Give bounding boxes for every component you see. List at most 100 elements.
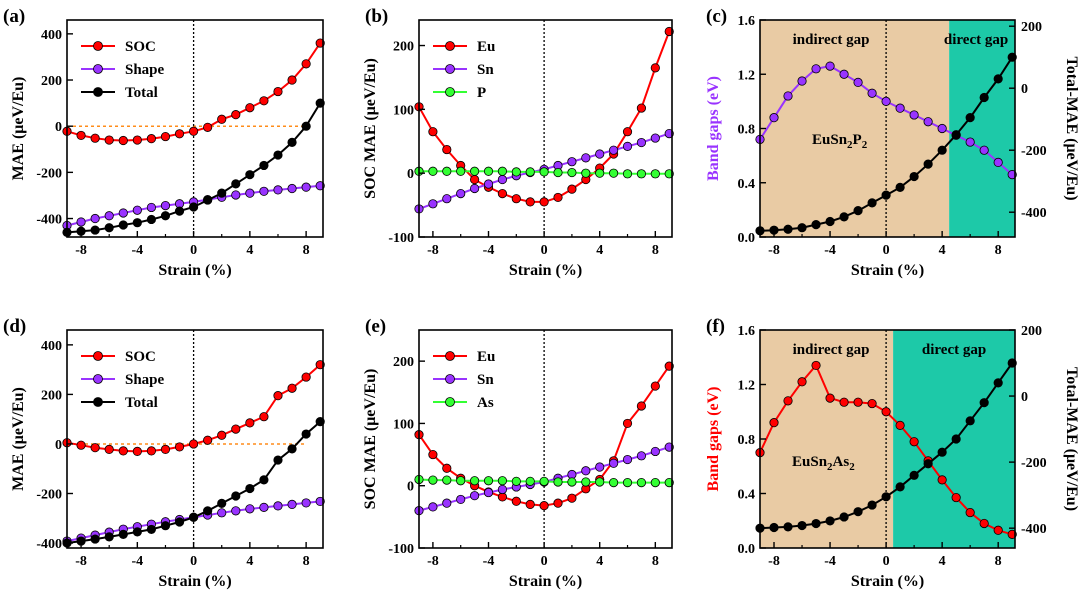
data-point: [525, 476, 535, 486]
data-point: [456, 476, 466, 486]
x-tick-label: 4: [596, 554, 603, 569]
data-point: [525, 499, 535, 509]
data-point: [203, 195, 213, 205]
data-point: [567, 157, 577, 167]
y-axis-label: SOC MAE (μeV/Eu): [362, 58, 379, 199]
x-axis-label: Strain (%): [851, 262, 924, 279]
legend-label: SOC: [125, 349, 156, 365]
data-point: [160, 444, 171, 455]
data-point: [146, 214, 156, 225]
data-point: [581, 168, 591, 178]
data-point: [595, 168, 605, 178]
data-point: [909, 171, 919, 182]
x-axis-label: Strain (%): [158, 573, 231, 590]
legend-label: As: [477, 395, 494, 411]
data-point: [895, 482, 905, 492]
x-tick-label: 4: [246, 243, 253, 258]
data-point: [231, 491, 241, 501]
data-point: [118, 208, 128, 218]
data-point: [456, 189, 466, 199]
data-point: [456, 494, 466, 505]
y-axis-label: Band gaps (eV): [705, 387, 722, 492]
data-point: [636, 451, 647, 461]
data-point: [287, 137, 297, 147]
y-tick-label: -200: [36, 166, 62, 181]
data-point: [511, 476, 521, 486]
region-label-indirect: indirect gap: [793, 342, 870, 358]
x-tick-label: 8: [652, 554, 659, 569]
data-point: [895, 182, 905, 192]
data-point: [567, 493, 577, 503]
data-point: [853, 77, 863, 87]
data-point: [442, 498, 452, 508]
y-axis-label: Band gaps (eV): [705, 76, 722, 181]
y-tick-label: -400: [36, 537, 62, 552]
legend-marker: [93, 87, 103, 97]
data-point: [867, 398, 877, 409]
data-point: [881, 190, 891, 200]
data-point: [217, 114, 227, 124]
data-point: [259, 502, 269, 512]
data-point: [428, 475, 438, 485]
data-point: [622, 418, 633, 429]
legend-marker: [445, 397, 455, 407]
data-point: [146, 446, 156, 456]
panel-label: (b): [365, 6, 388, 27]
data-point: [553, 498, 563, 508]
data-point: [567, 477, 577, 487]
data-point: [923, 159, 933, 169]
data-point: [118, 446, 128, 456]
data-point: [909, 110, 919, 120]
data-point: [979, 398, 989, 408]
data-point: [174, 129, 185, 139]
y-tick-label: 200: [41, 74, 62, 89]
data-point: [581, 466, 591, 476]
data-point: [90, 443, 100, 453]
data-point: [442, 194, 452, 204]
data-point: [881, 96, 891, 106]
data-point: [825, 516, 835, 526]
data-point: [979, 92, 989, 103]
data-point: [811, 64, 821, 74]
panel-label: (c): [706, 6, 727, 27]
y2-tick-label: -400: [1021, 522, 1047, 537]
data-point: [937, 123, 947, 134]
data-point: [511, 194, 521, 204]
data-point: [553, 192, 563, 203]
region-label-direct: direct gap: [944, 32, 1008, 48]
data-point: [650, 133, 660, 143]
data-point: [867, 500, 877, 510]
data-point: [301, 59, 311, 69]
y2-axis-label: Total-MAE (μeV/Eu): [1063, 56, 1080, 200]
data-point: [937, 145, 947, 155]
y-tick-label: 200: [393, 40, 414, 55]
data-point: [951, 492, 961, 503]
data-point: [118, 220, 128, 230]
y-tick-label: 0: [407, 167, 414, 182]
x-tick-label: -8: [768, 243, 780, 258]
data-point: [511, 167, 521, 177]
data-point: [90, 133, 100, 143]
data-point: [553, 477, 563, 487]
data-point: [132, 446, 142, 456]
y2-tick-label: -400: [1021, 206, 1047, 221]
y-tick-label: 0: [407, 480, 414, 495]
data-point: [881, 407, 891, 417]
data-point: [442, 166, 452, 176]
data-point: [90, 213, 100, 224]
panel-b: -8 -4 0 4 8 -100 0 100 200 Strain (%) SOC MAE (μeV…: [362, 6, 674, 279]
data-point: [245, 504, 255, 514]
data-point: [104, 211, 114, 221]
data-point: [259, 475, 269, 485]
data-point: [937, 447, 947, 457]
data-point: [622, 169, 633, 179]
data-point: [811, 220, 821, 230]
data-point: [839, 69, 849, 79]
y-tick-label: 1.2: [738, 379, 756, 394]
data-point: [951, 130, 961, 140]
data-point: [853, 507, 863, 517]
legend-marker: [445, 64, 455, 74]
data-point: [783, 396, 793, 406]
data-point: [825, 61, 835, 71]
x-axis-label: Strain (%): [851, 573, 924, 590]
